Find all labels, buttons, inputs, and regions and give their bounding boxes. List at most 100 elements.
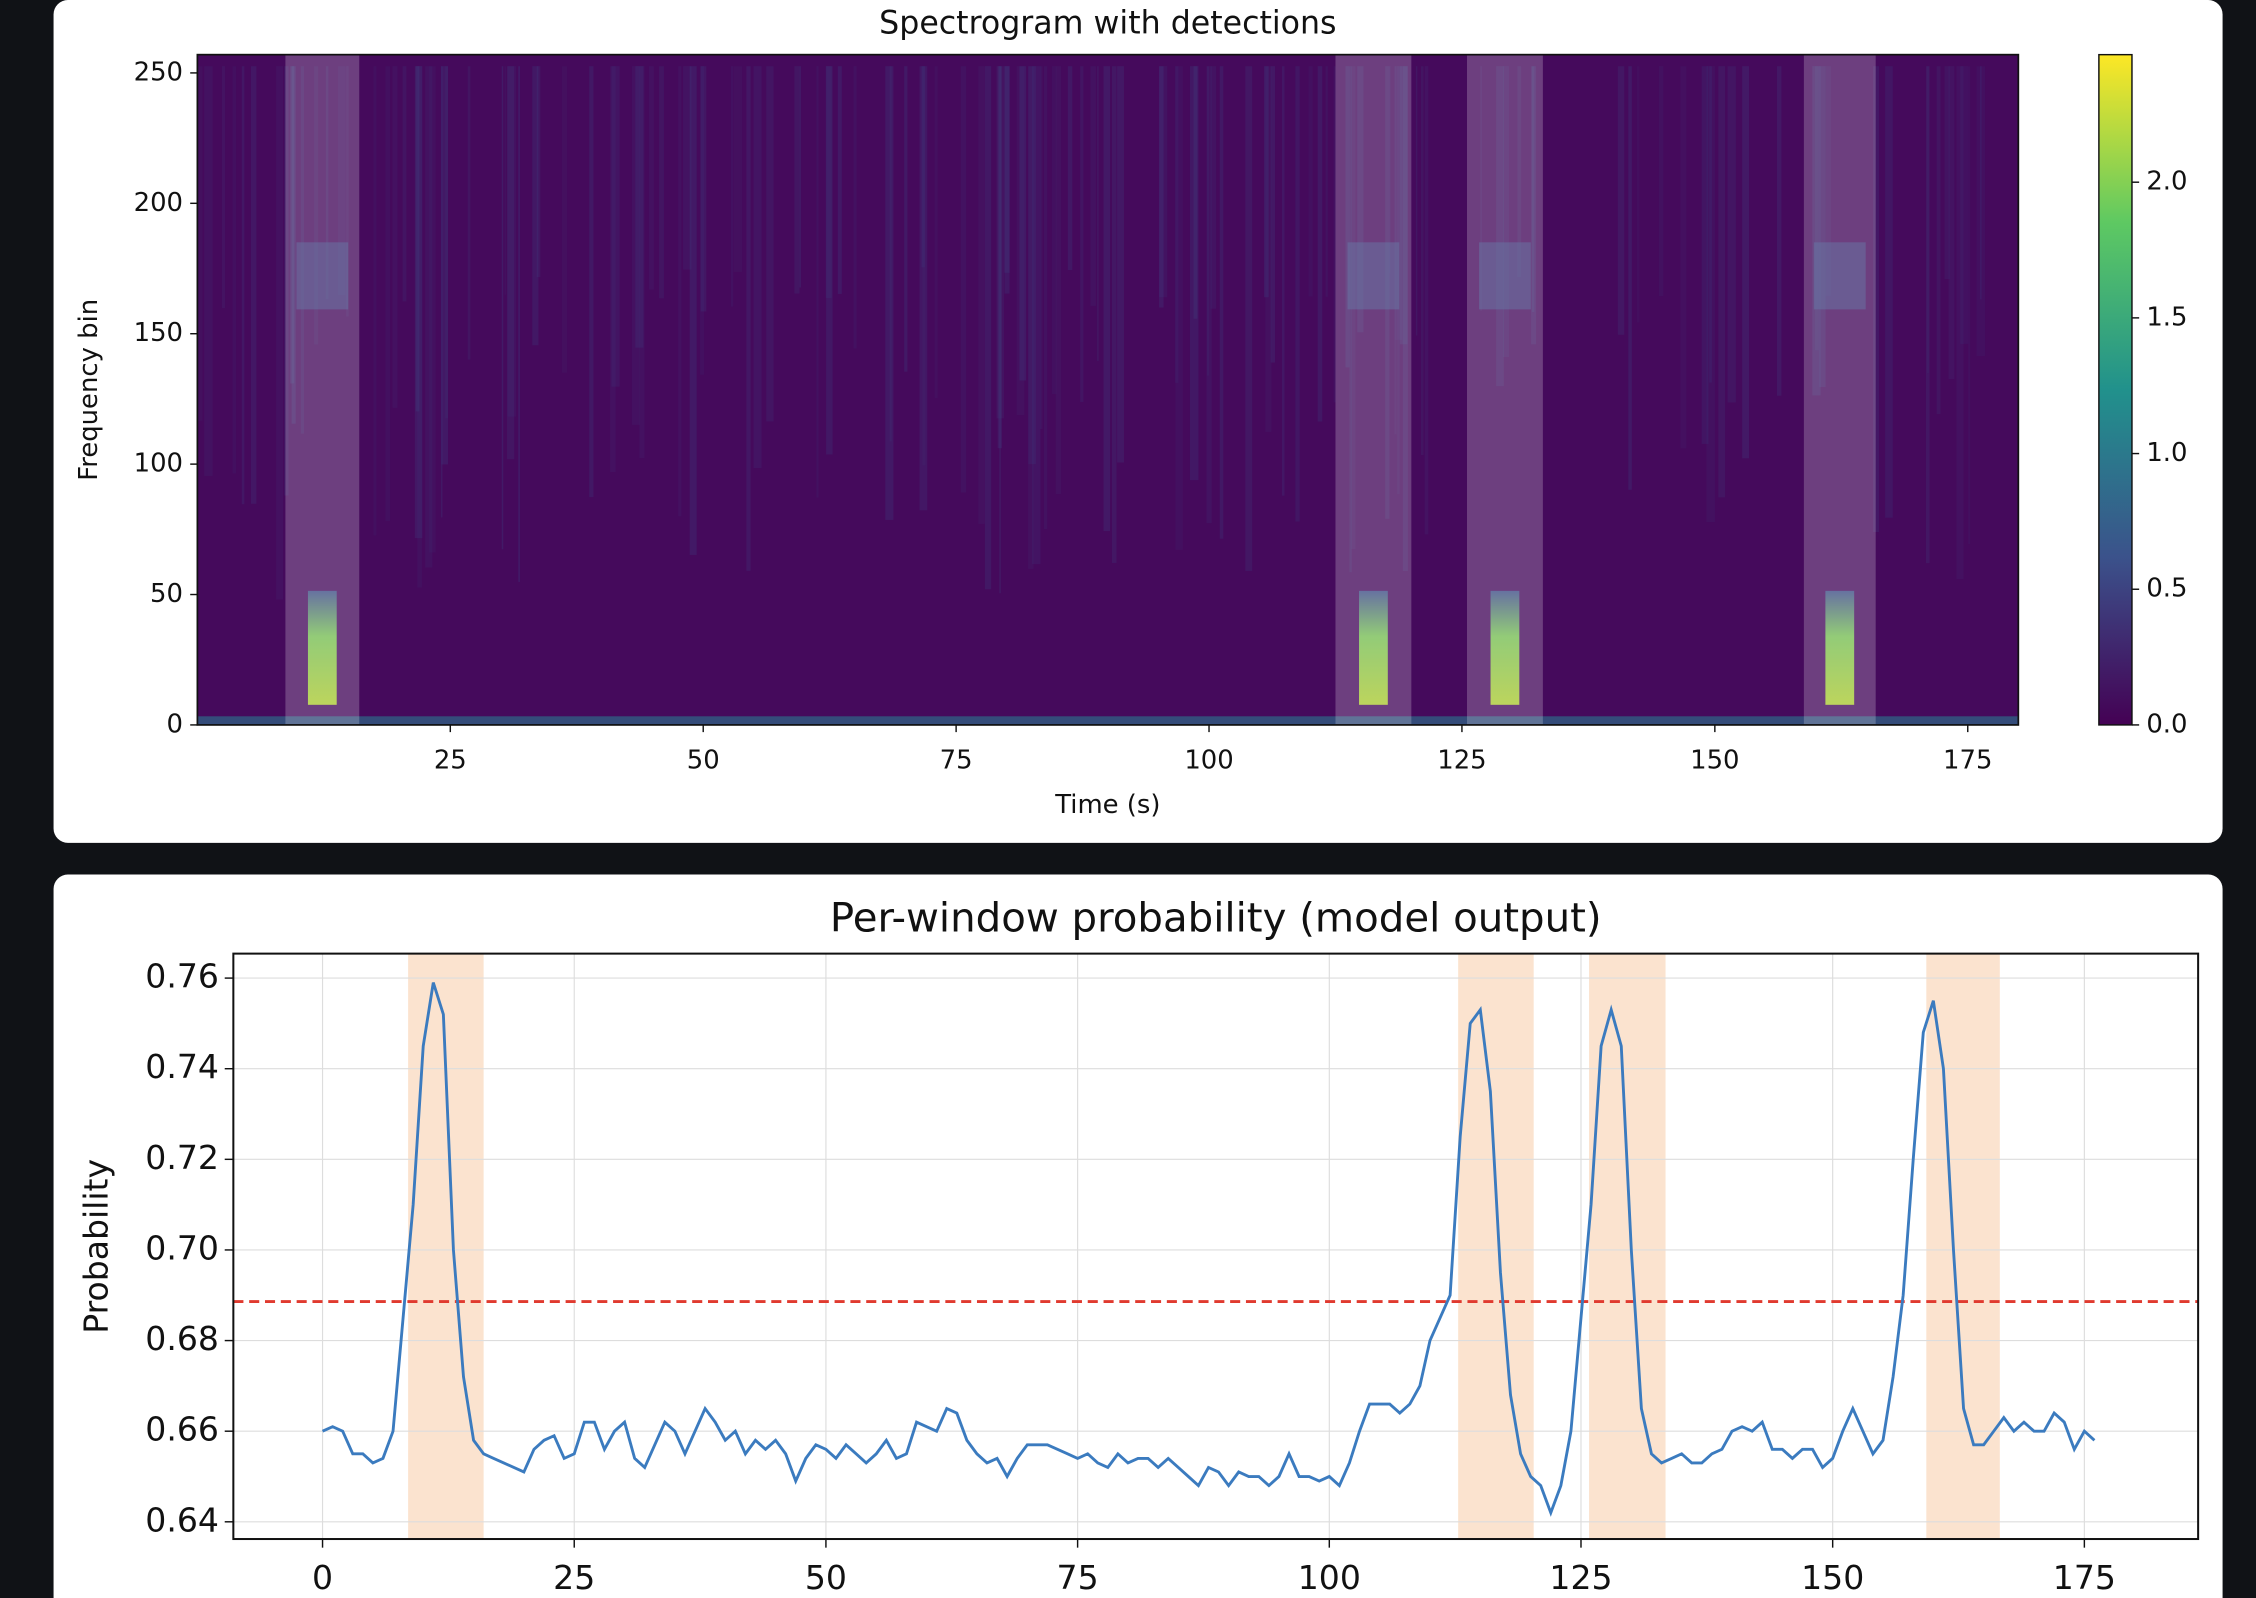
- spectrogram-texture: [1103, 66, 1111, 532]
- spectrogram-texture: [1175, 66, 1183, 550]
- spectrogram-texture: [999, 66, 1002, 594]
- spectrogram-texture: [799, 66, 802, 288]
- spectrogram-texture: [284, 66, 289, 496]
- spectrogram-texture: [639, 66, 645, 459]
- spectrogram-texture: [197, 66, 203, 421]
- plot-frame: [196, 53, 2020, 726]
- spectrogram-texture: [794, 66, 800, 294]
- spectrogram-texture: [1885, 66, 1893, 518]
- spectrogram-texture: [816, 66, 819, 498]
- spectrogram-texture: [1333, 66, 1336, 403]
- call-blob: [1490, 590, 1520, 705]
- spectrogram-texture: [919, 66, 928, 511]
- spectrogram-texture: [1925, 66, 1930, 564]
- spectrogram-texture: [1019, 66, 1027, 381]
- spectrogram-texture: [904, 66, 908, 372]
- spectrogram-texture: [1658, 66, 1664, 297]
- colorbar-tick-label: 0.0: [2146, 709, 2187, 739]
- spectrogram-texture: [825, 66, 832, 298]
- spectrogram-texture: [1032, 66, 1041, 565]
- x-tick-label: 75: [940, 745, 973, 775]
- spectrogram-texture: [1325, 66, 1328, 297]
- spectrogram-texture: [1193, 66, 1198, 319]
- y-axis-label: Probability: [77, 1159, 116, 1334]
- spectrogram-texture: [889, 66, 892, 442]
- spectrogram-texture: [425, 66, 433, 568]
- spectrogram-texture: [1415, 66, 1418, 336]
- spectrogram-texture: [197, 716, 2019, 725]
- spectrogram-texture: [934, 66, 938, 398]
- spectrogram-image: [197, 54, 2019, 725]
- spectrogram-texture: [1004, 66, 1010, 273]
- x-tick-label: 25: [553, 1558, 595, 1597]
- spectrogram-texture: [611, 66, 620, 387]
- x-tick-label: 100: [1184, 745, 1233, 775]
- spectrogram-texture: [1281, 66, 1285, 496]
- detection-span: [1335, 54, 1412, 725]
- spectrogram-texture: [733, 66, 743, 272]
- spectrogram-texture: [445, 66, 449, 419]
- spectrogram-texture: [1308, 66, 1313, 297]
- spectrogram-texture: [325, 66, 329, 300]
- spectrogram-texture: [1980, 66, 1982, 300]
- probability-line: [321, 982, 2096, 1517]
- spectrogram-texture: [678, 66, 682, 517]
- spectrogram-texture: [1718, 66, 1726, 498]
- spectrogram-texture: [1628, 66, 1632, 490]
- spectrogram-texture: [1480, 66, 1482, 311]
- spectrogram-texture: [1956, 66, 1964, 580]
- spectrogram-texture: [1270, 66, 1276, 363]
- spectrogram-texture: [1496, 66, 1504, 387]
- spectrogram-texture: [826, 66, 833, 455]
- spectrogram-texture: [1531, 66, 1537, 345]
- spectrogram-texture: [1159, 66, 1164, 308]
- spectrogram-texture: [414, 66, 423, 539]
- x-tick-label: 0: [312, 1558, 333, 1597]
- colorbar-tick-label: 0.5: [2146, 574, 2187, 604]
- spectrogram-texture: [204, 66, 213, 476]
- spectrogram-texture: [1016, 66, 1025, 416]
- x-tick-label: 150: [1690, 745, 1739, 775]
- y-tick-label: 0.68: [145, 1319, 219, 1358]
- spectrogram-texture: [440, 66, 443, 518]
- spectrogram-texture: [1028, 66, 1034, 569]
- x-tick-label: 125: [1437, 745, 1486, 775]
- spectrogram-texture: [631, 66, 640, 425]
- x-tick-label: 50: [687, 745, 720, 775]
- spectrogram-texture: [373, 66, 377, 536]
- spectrogram-texture: [885, 66, 894, 520]
- spectrogram-texture: [1960, 66, 1969, 344]
- spectrogram-texture: [1701, 66, 1709, 444]
- spectrogram-texture: [232, 66, 237, 474]
- call-blob: [1825, 590, 1855, 705]
- spectrogram-texture: [1531, 66, 1535, 313]
- x-tick-label: 25: [434, 745, 467, 775]
- spectrogram-texture: [1111, 66, 1117, 563]
- detection-span: [1926, 953, 2000, 1540]
- spectrogram-texture: [1968, 66, 1971, 545]
- spectrogram-texture: [561, 66, 568, 373]
- chart-title: Per-window probability (model output): [830, 896, 1602, 942]
- spectrogram-texture: [1265, 66, 1272, 432]
- y-tick-label: 150: [134, 318, 183, 348]
- spectrogram-texture: [1502, 66, 1509, 358]
- spectrogram-texture: [921, 66, 925, 268]
- spectrogram-texture: [1317, 66, 1323, 422]
- x-axis-label: Time (s): [1054, 790, 1160, 820]
- spectrogram-texture: [1295, 66, 1300, 522]
- spectrogram-texture: [1345, 66, 1350, 368]
- spectrogram-texture: [700, 66, 705, 375]
- spectrogram-texture: [1517, 66, 1522, 277]
- spectrogram-texture: [1812, 66, 1821, 396]
- spectrogram-texture: [1264, 66, 1269, 298]
- spectrogram-texture: [700, 66, 707, 312]
- y-tick-label: 0.74: [145, 1047, 219, 1086]
- spectrogram-texture: [1709, 66, 1712, 383]
- colorbar: [2098, 53, 2133, 726]
- spectrogram-texture: [501, 66, 504, 550]
- x-tick-label: 150: [1801, 1558, 1864, 1597]
- spectrogram-texture: [1080, 66, 1084, 402]
- x-tick-label: 175: [2053, 1558, 2116, 1597]
- spectrogram-texture: [1349, 66, 1352, 573]
